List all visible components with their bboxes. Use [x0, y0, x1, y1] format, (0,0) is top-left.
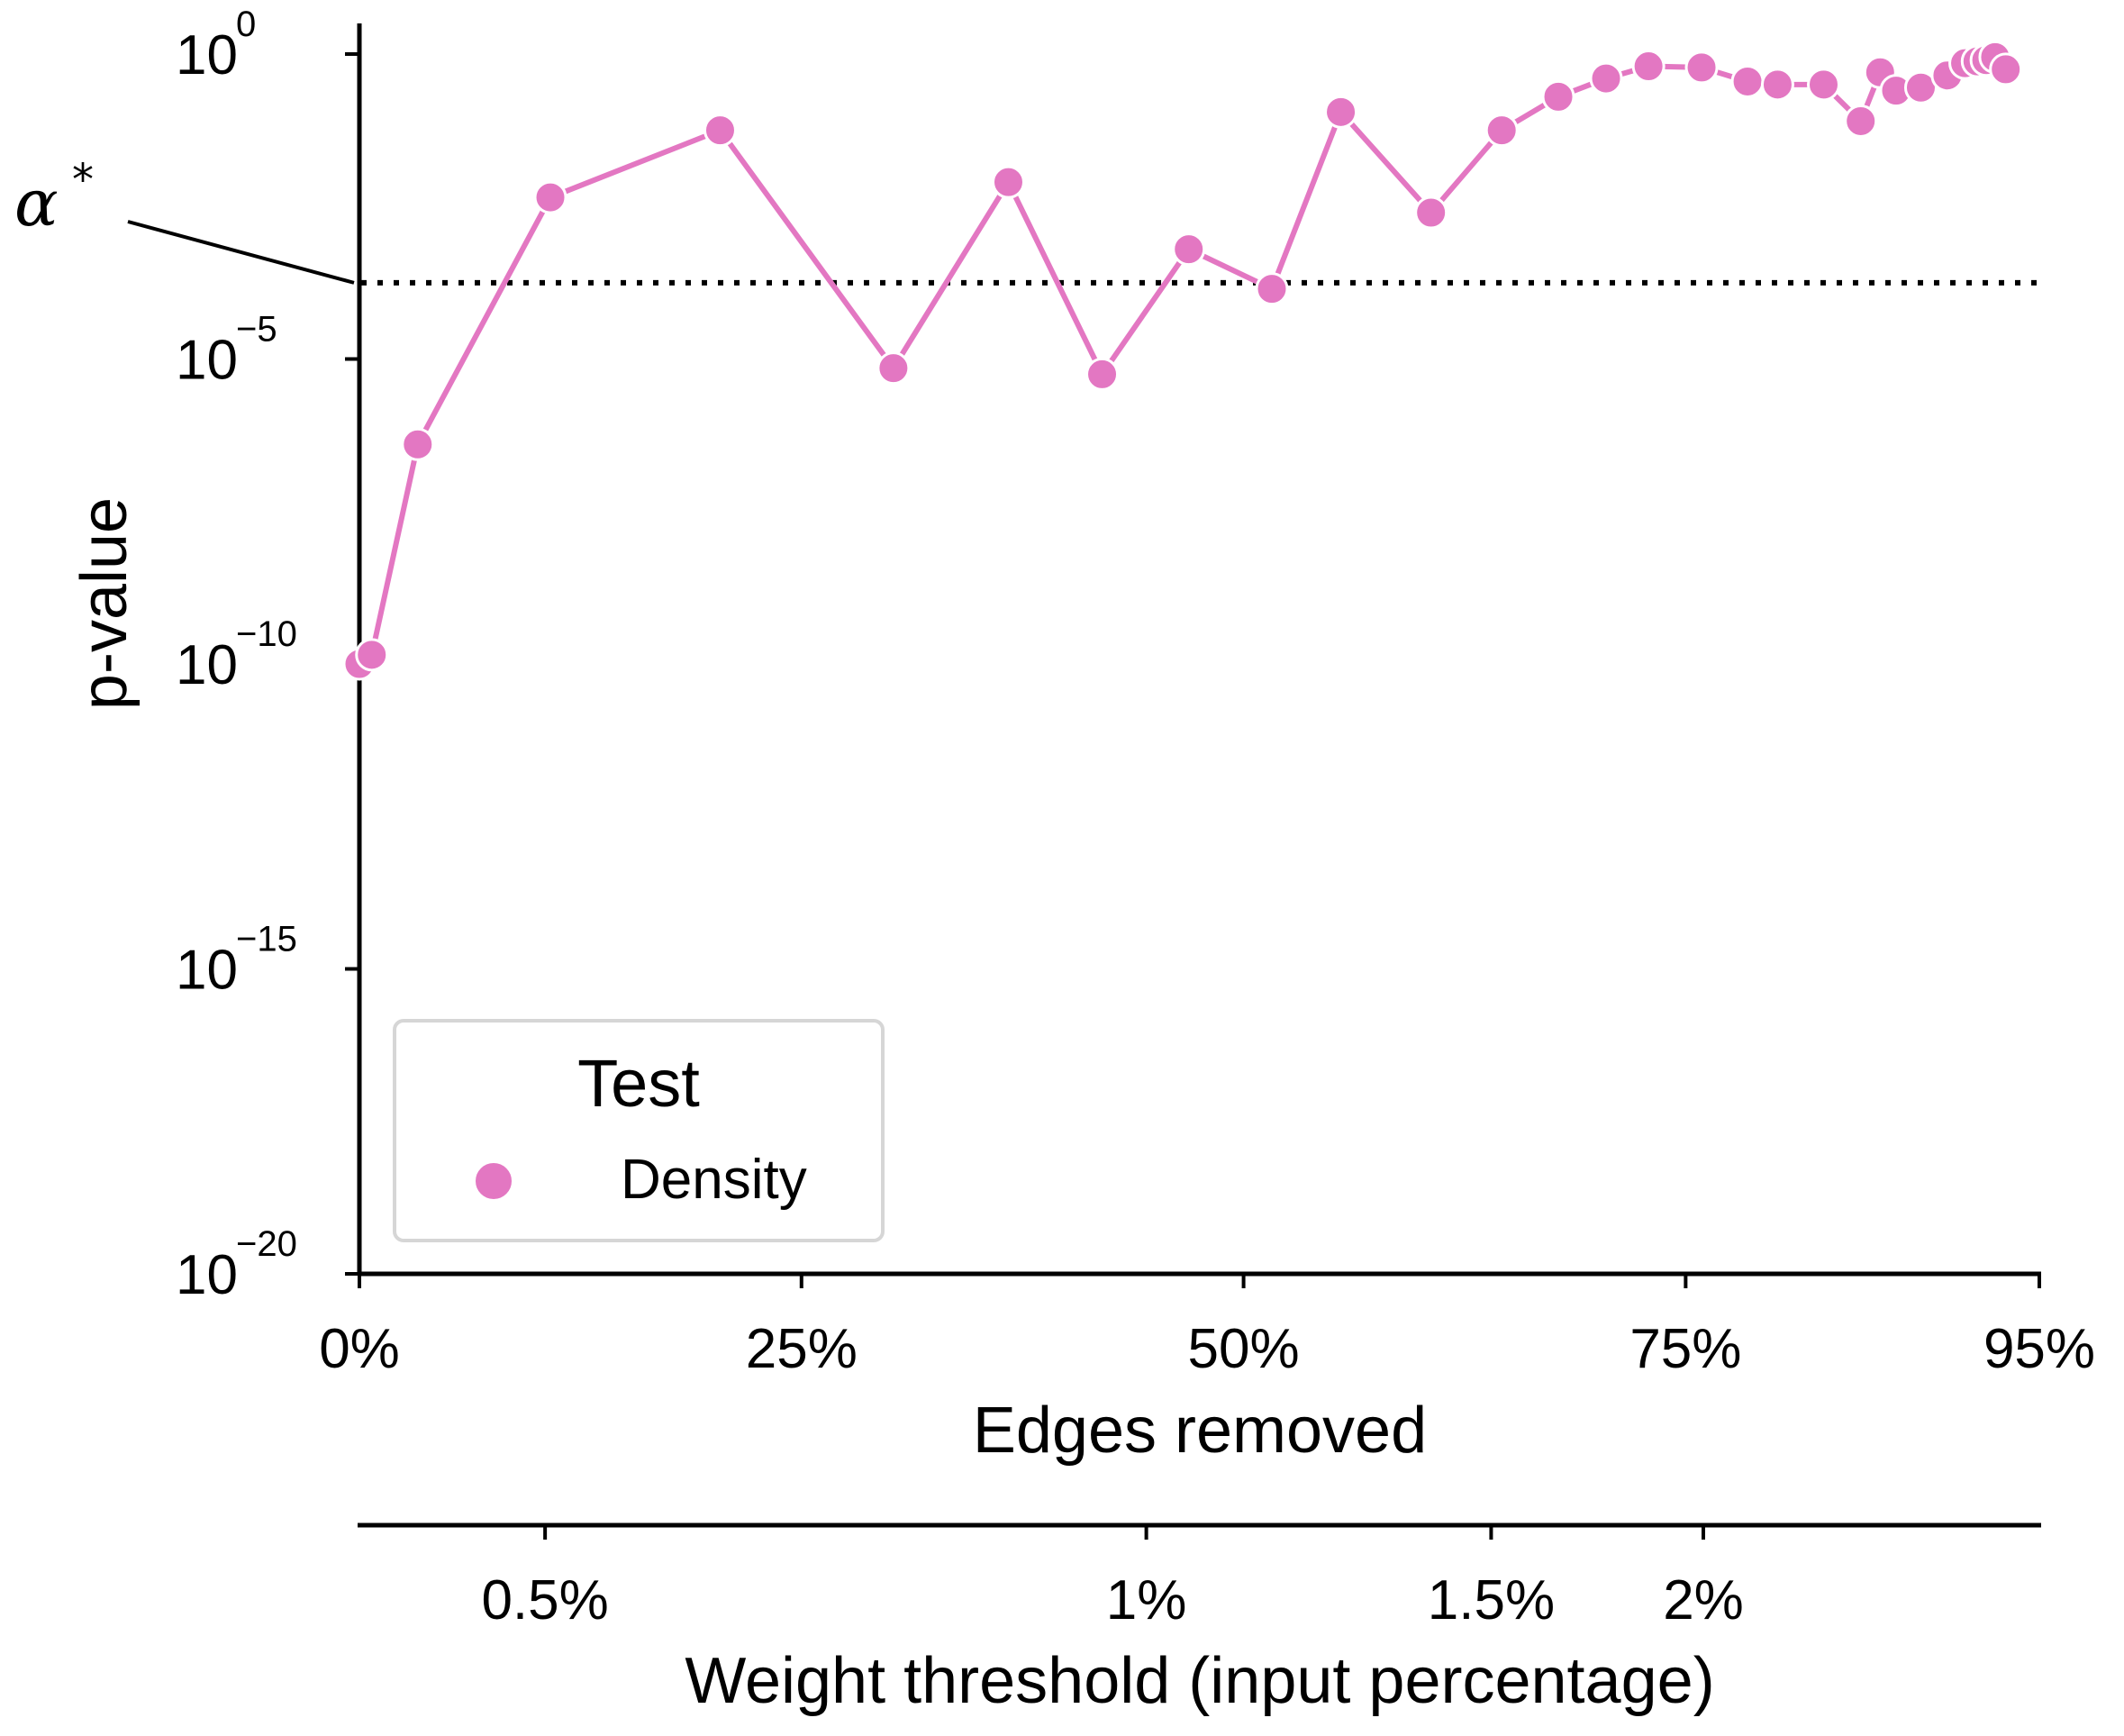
y-tick-label: 10 — [176, 1244, 238, 1306]
secondary-x-ticks: 0.5% 1% 1.5% 2% — [481, 1525, 1744, 1631]
x-tick-label: 95% — [1983, 1318, 2095, 1380]
density-point — [1255, 272, 1289, 306]
density-line — [358, 54, 2008, 667]
y-tick-exponent: −20 — [236, 1224, 297, 1264]
density-point — [703, 114, 737, 148]
legend-entry-density: Density — [621, 1149, 807, 1211]
density-point — [1844, 104, 1878, 138]
y-tick-exponent: −15 — [236, 920, 297, 959]
density-series — [342, 40, 2023, 681]
secondary-x-tick-label: 1% — [1106, 1569, 1187, 1631]
density-point — [533, 180, 567, 214]
y-tick-label: 10 — [176, 330, 238, 392]
density-point — [1484, 114, 1519, 148]
density-point — [1172, 232, 1206, 267]
x-axis-title: Edges removed — [973, 1395, 1427, 1467]
x-tick-label: 0% — [319, 1318, 400, 1380]
secondary-x-tick-label: 1.5% — [1428, 1569, 1555, 1631]
density-point — [1324, 95, 1358, 129]
legend: Test Density — [393, 1019, 885, 1242]
y-tick-label: 10 — [176, 634, 238, 696]
density-point — [401, 427, 435, 461]
density-point — [876, 351, 911, 386]
density-point — [355, 638, 389, 672]
y-tick-label: 10 — [176, 24, 238, 86]
y-tick-exponent: −5 — [236, 310, 277, 350]
density-point — [1414, 195, 1448, 230]
density-point — [1989, 52, 2023, 86]
secondary-x-axis-title: Weight threshold (input percentage) — [685, 1645, 1714, 1717]
x-tick-label: 50% — [1188, 1318, 1300, 1380]
density-point — [1631, 50, 1666, 84]
density-point — [1806, 68, 1840, 102]
y-tick-exponent: −10 — [236, 614, 297, 654]
density-point — [1589, 61, 1623, 95]
density-point — [1085, 357, 1120, 391]
x-ticks: 0% 25% 50% 75% 95% — [319, 1274, 2095, 1380]
alpha-label: α — [14, 165, 59, 241]
legend-box — [393, 1019, 885, 1242]
x-tick-label: 75% — [1629, 1318, 1741, 1380]
density-point — [991, 165, 1025, 199]
density-point — [1760, 68, 1794, 102]
legend-title: Test — [577, 1046, 700, 1121]
y-axis-title: p-value — [68, 497, 141, 710]
y-tick-label: 10 — [176, 940, 238, 1002]
x-tick-label: 25% — [746, 1318, 858, 1380]
density-point — [1730, 64, 1765, 98]
secondary-x-tick-label: 0.5% — [481, 1569, 608, 1631]
density-point — [1541, 79, 1575, 114]
alpha-pointer-line — [127, 220, 355, 285]
legend-marker-density — [472, 1159, 515, 1203]
secondary-x-tick-label: 2% — [1663, 1569, 1744, 1631]
density-point — [1684, 50, 1719, 85]
alpha-star: * — [72, 155, 94, 205]
y-tick-exponent: 0 — [236, 5, 256, 44]
